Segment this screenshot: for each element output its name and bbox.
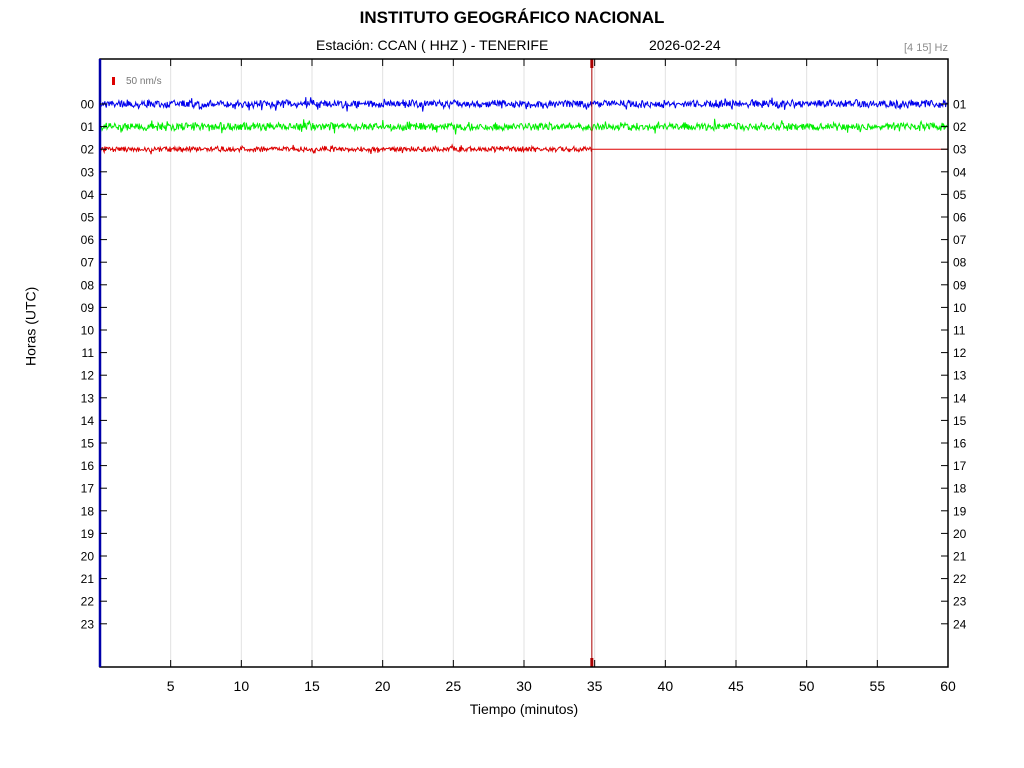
y-tick-label-right: 12 [953,346,967,360]
trace-hour-02 [99,143,592,155]
y-tick-label-right: 13 [953,369,967,383]
x-tick-label: 10 [234,678,250,694]
y-tick-label-right: 20 [953,527,967,541]
y-tick-label-left: 17 [81,482,95,496]
y-tick-label-left: 19 [81,527,95,541]
y-tick-label-right: 11 [953,324,966,338]
y-tick-label-left: 18 [81,504,95,518]
y-tick-label-left: 10 [81,324,95,338]
y-tick-label-right: 07 [953,233,967,247]
y-tick-label-left: 11 [82,346,95,360]
y-tick-label-right: 24 [953,617,967,631]
y-tick-label-right: 08 [953,256,967,270]
y-tick-label-left: 15 [81,437,95,451]
y-tick-label-left: 21 [81,572,95,586]
y-tick-label-left: 02 [81,143,95,157]
x-tick-label: 45 [728,678,744,694]
x-tick-label: 40 [658,678,674,694]
x-tick-label: 30 [516,678,532,694]
y-tick-label-left: 09 [81,301,95,315]
station-label: Estación: CCAN ( HHZ ) - TENERIFE [316,37,549,53]
y-tick-label-right: 22 [953,572,967,586]
scale-bar-label: 50 nm/s [126,76,162,87]
chart-title: INSTITUTO GEOGRÁFICO NACIONAL [359,8,665,27]
y-tick-label-right: 21 [953,550,967,564]
y-tick-label-right: 02 [953,120,967,134]
y-tick-label-left: 08 [81,278,95,292]
x-tick-label: 25 [446,678,462,694]
x-tick-label: 20 [375,678,391,694]
x-tick-label: 60 [940,678,956,694]
y-tick-label-left: 04 [81,188,95,202]
y-tick-label-left: 00 [81,98,95,112]
trace-hour-00 [99,97,949,112]
trace-hour-01 [99,118,948,135]
x-tick-label: 55 [870,678,886,694]
scale-bar [112,77,115,85]
y-tick-label-left: 22 [81,595,95,609]
y-tick-label-left: 07 [81,256,95,270]
y-tick-label-right: 05 [953,188,967,202]
y-tick-label-left: 06 [81,233,95,247]
y-tick-label-left: 01 [81,120,95,134]
frequency-band-label: [4 15] Hz [903,42,948,54]
y-tick-label-right: 01 [953,98,967,112]
y-tick-label-right: 06 [953,211,967,225]
y-tick-label-left: 23 [81,617,95,631]
y-tick-label-left: 12 [81,369,95,383]
y-tick-label-left: 16 [81,459,95,473]
x-tick-label: 15 [304,678,320,694]
x-tick-label: 50 [799,678,815,694]
y-tick-label-right: 15 [953,414,967,428]
y-tick-label-right: 10 [953,301,967,315]
y-tick-label-right: 03 [953,143,967,157]
date-label: 2026-02-24 [649,37,721,53]
y-tick-label-right: 17 [953,459,967,473]
x-tick-label: 35 [587,678,603,694]
y-tick-label-left: 03 [81,165,95,179]
y-tick-label-left: 13 [81,391,95,405]
y-tick-label-right: 18 [953,482,967,496]
x-axis-label: Tiempo (minutos) [469,701,579,717]
y-tick-label-right: 04 [953,165,967,179]
y-tick-label-left: 20 [81,550,95,564]
y-tick-label-right: 14 [953,391,967,405]
y-tick-label-right: 23 [953,595,967,609]
y-tick-label-right: 09 [953,278,967,292]
y-tick-label-right: 19 [953,504,967,518]
y-tick-label-right: 16 [953,437,967,451]
y-tick-label-left: 14 [81,414,95,428]
y-tick-label-left: 05 [81,211,95,225]
x-tick-label: 5 [167,678,175,694]
